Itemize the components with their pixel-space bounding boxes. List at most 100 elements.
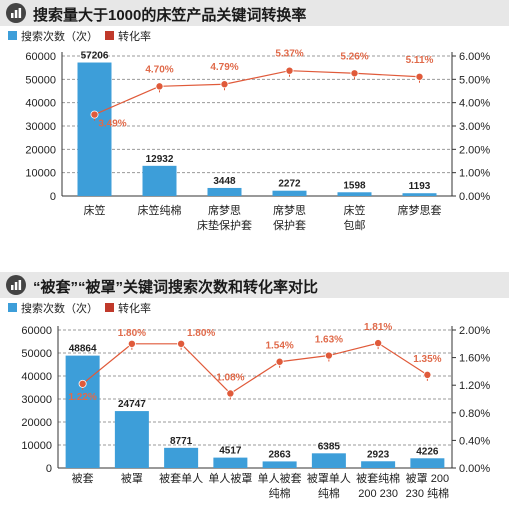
bar <box>337 192 372 196</box>
rate-point <box>78 379 87 388</box>
rate-point <box>415 72 424 81</box>
rate-value-label: 4.79% <box>210 62 238 73</box>
bar-value-label: 8771 <box>170 436 193 447</box>
y-right-tick-label: 1.00% <box>459 168 490 180</box>
bar-value-label: 57206 <box>81 51 109 62</box>
bar-value-label: 12932 <box>146 154 174 165</box>
rate-value-label: 1.08% <box>216 372 244 383</box>
bar <box>207 187 242 196</box>
chart-panel-1: 搜索量大于1000的床笠产品关键词转换率 搜索次数（次） 转化率 0 10000 2… <box>0 0 509 258</box>
category-label: 被罩 200 <box>406 472 449 485</box>
bar <box>262 461 297 468</box>
category-label: 单人被罩 <box>208 472 252 485</box>
y-left-tick-label: 0 <box>46 463 52 475</box>
y-right-tick-label: 2.00% <box>459 144 490 156</box>
legend-line-swatch <box>105 31 114 40</box>
y-right-tick-label: 0.00% <box>459 191 490 203</box>
rate-value-label: 5.37% <box>275 49 303 60</box>
category-label: 保护套 <box>273 218 306 232</box>
y-left-tick-label: 10000 <box>25 168 56 180</box>
y-left-tick-label: 10000 <box>21 440 52 452</box>
bar <box>361 461 396 468</box>
bar <box>164 447 199 468</box>
category-label: 被罩 <box>121 472 143 485</box>
y-right-tick-label: 5.00% <box>459 74 490 86</box>
category-label: 席梦思 <box>208 203 241 217</box>
bar-chart-icon <box>6 3 26 23</box>
rate-point <box>350 69 359 78</box>
legend-bar-label: 搜索次数（次） <box>21 31 98 43</box>
rate-point <box>177 339 186 348</box>
bar <box>402 193 437 196</box>
y-left-tick-label: 40000 <box>25 98 56 110</box>
category-label: 200 230 <box>358 488 398 500</box>
bar <box>272 190 307 196</box>
category-label: 席梦思 <box>273 203 306 217</box>
chart-header: “被套”“被罩”关键词搜索次数和转化率对比 <box>0 272 509 298</box>
rate-point <box>275 357 284 366</box>
chart-title: “被套”“被罩”关键词搜索次数和转化率对比 <box>33 279 319 296</box>
y-right-tick-label: 0.40% <box>459 435 490 447</box>
rate-point <box>374 339 383 348</box>
bar <box>114 411 149 468</box>
rate-value-label: 1.22% <box>68 392 96 403</box>
bar-value-label: 2272 <box>278 179 301 190</box>
rate-value-label: 1.80% <box>187 328 215 339</box>
y-left-tick-label: 20000 <box>25 144 56 156</box>
chart-svg: 0 10000 20000 30000 40000 50000 60000 0.00% 0.40… <box>21 322 490 500</box>
category-label: 床垫保护套 <box>197 218 252 232</box>
bar <box>77 62 112 196</box>
rate-value-label: 5.26% <box>340 51 368 62</box>
bar-value-label: 1193 <box>409 181 431 192</box>
rate-point <box>423 370 432 379</box>
y-left-tick-label: 0 <box>50 191 56 203</box>
y-right-tick-label: 0.80% <box>459 408 490 420</box>
category-label: 单人被套 <box>258 472 302 485</box>
category-label: 被套单人 <box>159 472 203 485</box>
rate-point <box>90 110 99 119</box>
bar-value-label: 2923 <box>367 449 390 460</box>
bar-value-label: 48864 <box>69 344 97 355</box>
legend-bar-swatch <box>8 31 17 40</box>
rate-line <box>82 342 428 395</box>
rate-value-label: 4.70% <box>145 64 173 75</box>
category-label: 纯棉 <box>318 486 340 500</box>
category-label: 被套 <box>72 472 94 485</box>
rate-value-label: 1.81% <box>364 322 392 333</box>
rate-line <box>94 70 420 116</box>
legend-line-swatch <box>105 303 114 312</box>
rate-point <box>226 389 235 398</box>
rate-value-label: 1.35% <box>413 354 441 365</box>
y-right-tick-label: 2.00% <box>459 325 490 337</box>
bar-value-label: 4517 <box>219 446 242 457</box>
y-left-tick-label: 60000 <box>25 51 56 63</box>
y-right-tick-label: 3.00% <box>459 121 490 133</box>
rate-value-label: 3.49% <box>98 119 126 130</box>
rate-point <box>324 351 333 360</box>
category-label: 被罩单人 <box>307 472 351 485</box>
chart-title: 搜索量大于1000的床笠产品关键词转换率 <box>33 7 307 24</box>
category-label: 床笠纯棉 <box>138 203 182 217</box>
category-label: 席梦思套 <box>398 203 442 217</box>
category-label: 床笠 <box>344 203 366 217</box>
category-label: 床笠 <box>84 203 106 217</box>
category-label: 包邮 <box>344 219 366 232</box>
bar-chart-icon <box>6 275 26 295</box>
bar <box>142 165 177 196</box>
rate-value-label: 1.63% <box>315 335 343 346</box>
bar-value-label: 3448 <box>213 176 236 187</box>
bar <box>311 453 346 468</box>
category-label: 被套纯棉 <box>356 471 400 485</box>
y-left-tick-label: 40000 <box>21 371 52 383</box>
y-left-tick-label: 60000 <box>21 325 52 337</box>
y-right-tick-label: 1.60% <box>459 353 490 365</box>
legend-line-label: 转化率 <box>118 31 151 43</box>
y-left-tick-label: 30000 <box>25 121 56 133</box>
y-left-tick-label: 30000 <box>21 394 52 406</box>
bar-value-label: 4226 <box>416 446 439 457</box>
bar-value-label: 24747 <box>118 399 146 410</box>
y-right-tick-label: 1.20% <box>459 380 490 392</box>
chart-header: 搜索量大于1000的床笠产品关键词转换率 <box>0 0 509 26</box>
rate-value-label: 1.54% <box>265 341 293 352</box>
bar-value-label: 1598 <box>343 180 366 191</box>
